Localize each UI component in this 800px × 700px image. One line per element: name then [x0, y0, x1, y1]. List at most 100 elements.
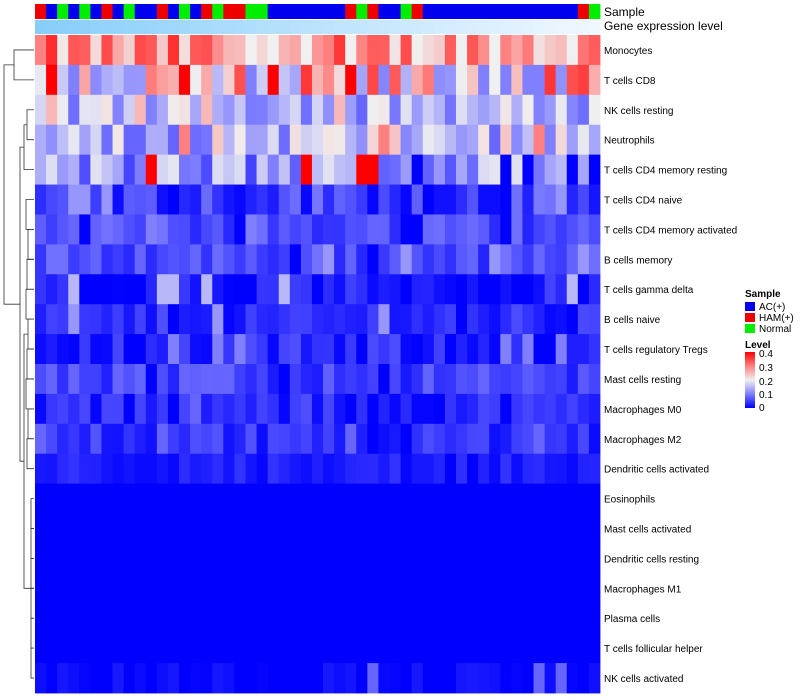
- heatmap-cell: [334, 244, 346, 275]
- level-legend: Level 0.4 0.3 0.2 0.1 0: [745, 340, 773, 414]
- heatmap-cell: [245, 214, 257, 245]
- gene-expression-annotation-cell: [145, 20, 158, 34]
- heatmap-cell: [300, 483, 313, 514]
- heatmap-cell: [79, 154, 91, 185]
- heatmap-cell: [422, 184, 435, 215]
- heatmap-cell: [500, 94, 512, 126]
- heatmap-cell: [46, 334, 58, 365]
- heatmap-cell: [123, 633, 136, 664]
- heatmap-cell: [511, 633, 523, 664]
- heatmap-cell: [90, 453, 102, 485]
- heatmap-cell: [400, 603, 413, 634]
- heatmap-cell: [500, 364, 512, 395]
- heatmap-cell: [134, 334, 147, 365]
- heatmap-cell: [245, 334, 257, 365]
- dendrogram-branch: [30, 587, 34, 619]
- sample-annotation-cell: [500, 4, 512, 19]
- heatmap-cell: [500, 154, 512, 185]
- heatmap-cell: [101, 603, 113, 634]
- heatmap-cell: [577, 64, 590, 96]
- heatmap-cell: [411, 35, 424, 66]
- row-label: T cells CD4 memory resting: [604, 166, 727, 177]
- heatmap-cell: [201, 274, 213, 305]
- heatmap-cell: [467, 423, 479, 455]
- heatmap-cell: [234, 573, 246, 604]
- heatmap-cell: [323, 513, 335, 544]
- heatmap-cell: [334, 124, 346, 156]
- heatmap-cell: [566, 364, 579, 395]
- heatmap-cell: [500, 573, 512, 604]
- heatmap-cell: [112, 184, 125, 215]
- heatmap-cell: [389, 633, 401, 664]
- heatmap-cell: [522, 633, 534, 664]
- heatmap-cell: [422, 633, 435, 664]
- heatmap-cell: [234, 35, 246, 66]
- heatmap-cell: [467, 633, 479, 664]
- heatmap-cell: [389, 214, 401, 245]
- heatmap-cell: [367, 304, 379, 335]
- annotation-label-gene-expression: Gene expression level: [604, 19, 723, 33]
- heatmap-cell: [57, 214, 69, 245]
- heatmap-cell: [577, 94, 590, 126]
- heatmap-cell: [367, 663, 379, 694]
- heatmap-cell: [112, 543, 125, 574]
- heatmap-cell: [323, 274, 335, 305]
- sample-annotation-cell: [223, 4, 235, 19]
- heatmap-cell: [544, 603, 557, 634]
- heatmap-cell: [245, 184, 257, 215]
- heatmap-cell: [112, 573, 125, 604]
- heatmap-cell: [489, 603, 501, 634]
- heatmap-cell: [234, 184, 246, 215]
- heatmap-cell: [356, 274, 368, 305]
- heatmap-cell: [544, 364, 557, 395]
- legend-label-ham: HAM(+): [759, 313, 794, 324]
- sample-annotation-cell: [212, 4, 224, 19]
- heatmap-cell: [57, 64, 69, 96]
- heatmap-cell: [201, 453, 213, 485]
- heatmap-cell: [334, 184, 346, 215]
- heatmap-cell: [267, 603, 280, 634]
- heatmap-cell: [323, 603, 335, 634]
- sample-annotation-cell: [289, 4, 302, 19]
- heatmap-cell: [577, 543, 590, 574]
- heatmap-cell: [367, 94, 379, 126]
- heatmap-cell: [334, 214, 346, 245]
- heatmap-cell: [212, 244, 224, 275]
- heatmap-cell: [433, 304, 446, 335]
- heatmap-cell: [289, 483, 302, 514]
- heatmap-cell: [300, 35, 313, 66]
- heatmap-cell: [478, 94, 490, 126]
- heatmap-cell: [367, 64, 379, 96]
- gene-expression-annotation-cell: [190, 20, 202, 34]
- heatmap-cell: [478, 364, 490, 395]
- heatmap-cell: [577, 573, 590, 604]
- heatmap-cell: [334, 393, 346, 425]
- heatmap-cell: [511, 64, 523, 96]
- heatmap-cell: [422, 543, 435, 574]
- heatmap-cell: [190, 214, 202, 245]
- heatmap-cell: [555, 483, 568, 514]
- heatmap-cell: [588, 663, 601, 694]
- heatmap-cell: [334, 543, 346, 574]
- heatmap-cell: [278, 35, 291, 66]
- heatmap-cell: [57, 633, 69, 664]
- heatmap-cell: [101, 94, 113, 126]
- level-tick-0: 0: [759, 403, 765, 414]
- heatmap-cell: [234, 633, 246, 664]
- heatmap-cell: [190, 603, 202, 634]
- heatmap-cell: [190, 334, 202, 365]
- heatmap-cell: [234, 274, 246, 305]
- heatmap-cell: [46, 154, 58, 185]
- gene-expression-annotation-cell: [223, 20, 235, 34]
- heatmap-cell: [444, 184, 457, 215]
- heatmap-cell: [223, 35, 235, 66]
- heatmap-cell: [145, 274, 158, 305]
- heatmap-cell: [411, 184, 424, 215]
- heatmap-cell: [345, 35, 357, 66]
- heatmap-cell: [190, 64, 202, 96]
- heatmap-cell: [433, 274, 446, 305]
- heatmap-cell: [588, 393, 601, 425]
- heatmap-cell: [68, 513, 80, 544]
- heatmap-cell: [455, 124, 468, 156]
- heatmap-cell: [367, 35, 379, 66]
